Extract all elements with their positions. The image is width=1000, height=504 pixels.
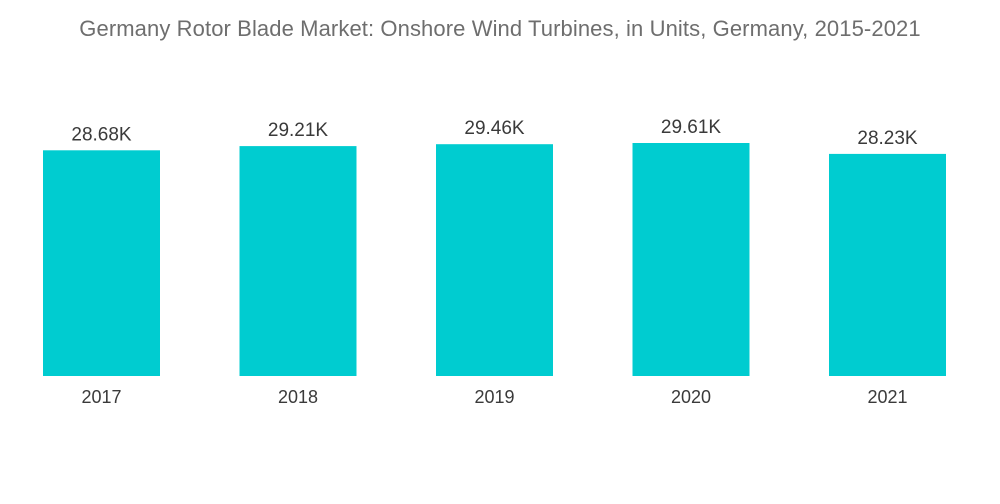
bar-2017	[43, 150, 160, 376]
x-tick-label-2021: 2021	[867, 387, 907, 407]
bars-layer	[43, 143, 946, 376]
value-label-2021: 28.23K	[857, 128, 918, 149]
bar-2019	[436, 144, 553, 376]
bar-2018	[239, 146, 357, 376]
bar-2020	[632, 143, 750, 376]
value-label-2017: 28.68K	[71, 124, 132, 145]
x-tick-label-2017: 2017	[81, 387, 121, 407]
value-label-2020: 29.61K	[661, 117, 722, 138]
value-label-2018: 29.21K	[268, 120, 329, 141]
x-tick-labels: 2017 2018 2019 2020 2021	[81, 387, 907, 407]
x-tick-label-2020: 2020	[671, 387, 711, 407]
value-labels-layer: 28.68K 29.21K 29.46K 29.61K 28.23K	[71, 117, 918, 149]
x-tick-label-2019: 2019	[474, 387, 514, 407]
bar-2021	[829, 153, 946, 376]
value-label-2019: 29.46K	[464, 118, 525, 139]
x-tick-label-2018: 2018	[278, 387, 318, 407]
chart-title: Germany Rotor Blade Market: Onshore Wind…	[79, 16, 921, 41]
